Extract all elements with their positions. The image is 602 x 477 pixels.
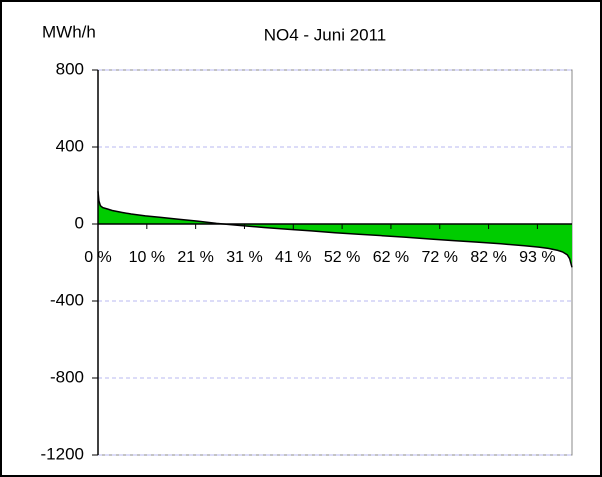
y-tick-label: 0 [75,213,84,232]
y-tick-label: -800 [50,367,84,386]
x-tick-label: 31 % [226,249,262,266]
y-tick-label: 800 [56,59,84,78]
chart-title: NO4 - Juni 2011 [264,25,387,44]
x-tick-label: 52 % [324,249,360,266]
x-tick-label: 41 % [275,249,311,266]
x-tick-label: 21 % [177,249,213,266]
x-tick-label: 0 % [84,249,112,266]
x-tick-label: 72 % [422,249,458,266]
y-tick-label: -400 [50,290,84,309]
x-tick-label: 62 % [373,249,409,266]
x-tick-label: 10 % [129,249,165,266]
y-tick-label: 400 [56,136,84,155]
y-axis-label: MWh/h [42,22,96,41]
x-tick-label: 82 % [470,249,506,266]
plot-area [97,69,573,456]
area-fill [98,191,572,268]
x-tick-label: 93 % [519,249,555,266]
y-tick-label: -1200 [41,444,84,463]
area-line [97,191,573,268]
